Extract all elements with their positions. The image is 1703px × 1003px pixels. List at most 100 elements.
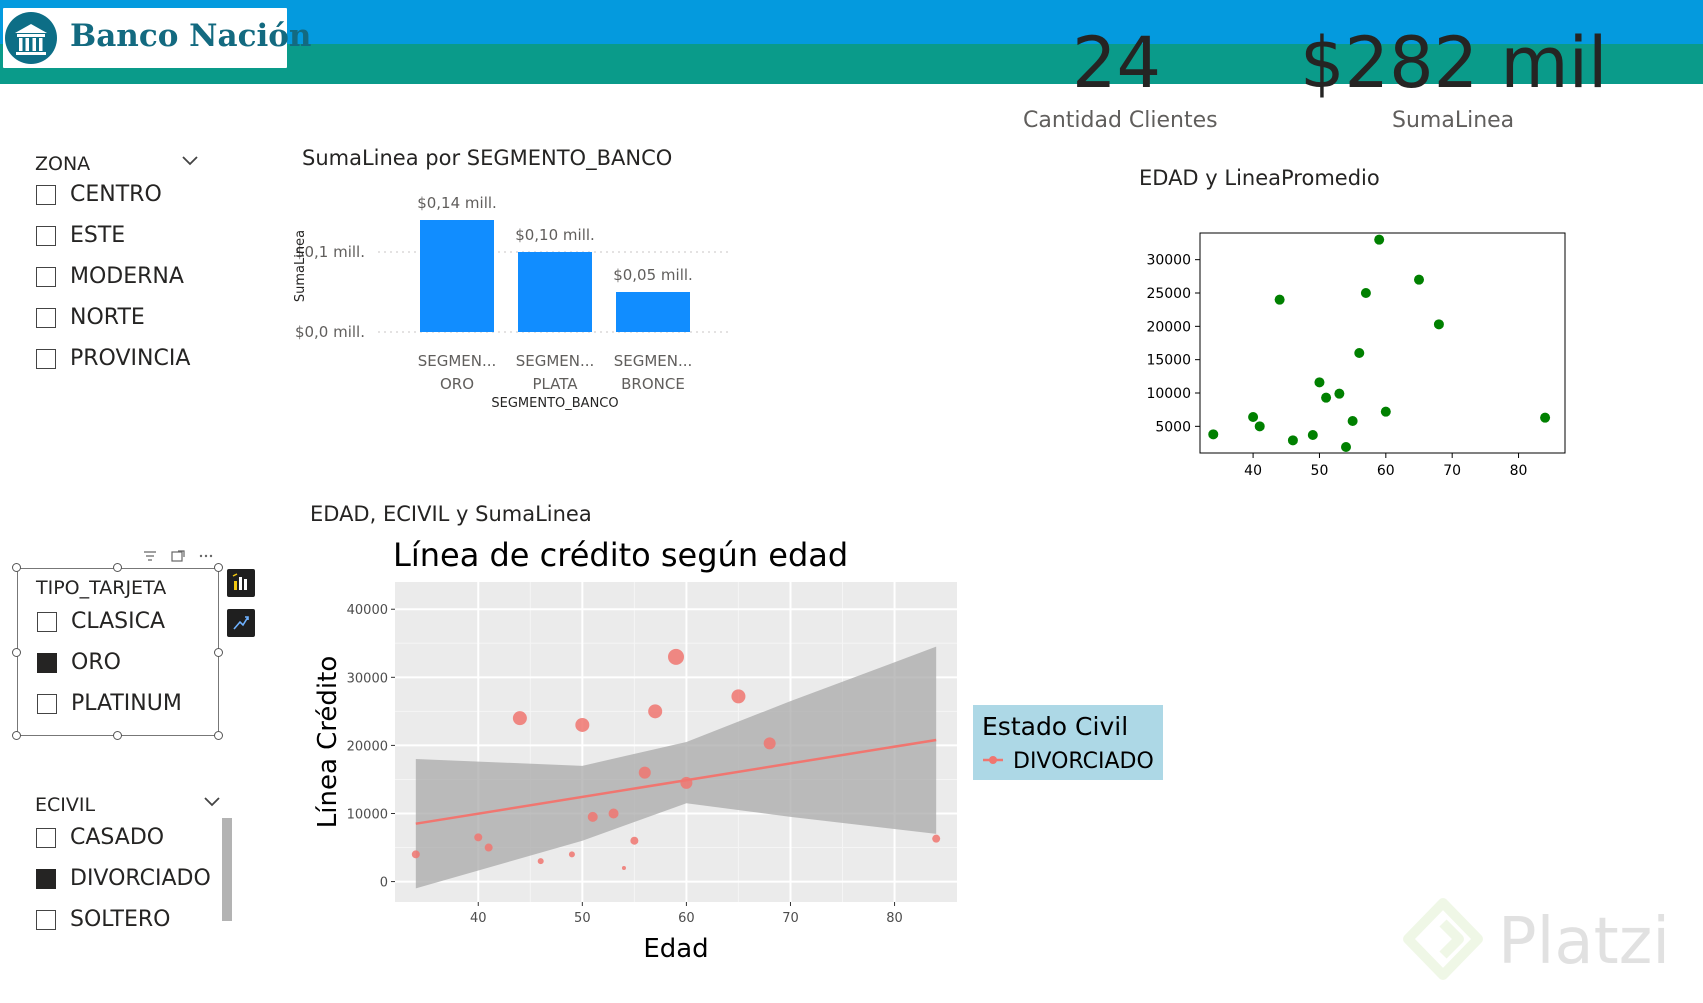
x-tick-label: 50 [1311,463,1329,479]
chevron-down-icon[interactable] [203,795,221,807]
ggplot-chart[interactable]: Línea de crédito según edad 40 50 60 70 80 0 10… [310,530,1170,960]
resize-handle[interactable] [12,563,21,572]
resize-handle[interactable] [12,648,21,657]
y-tick-label: 30000 [347,671,388,686]
x-tick-label: 70 [1443,463,1461,479]
y-axis-label: SumaLinea [293,230,308,302]
slicer-option-label: NORTE [70,305,145,330]
x-tick-label: 70 [782,911,799,926]
scatter-point [1540,412,1551,423]
scatter-point [1334,388,1345,399]
scatter-chart[interactable]: 40 50 60 70 80 5000 10000 15000 20000 25000 30000 [1130,220,1570,490]
bar [420,220,494,332]
y-tick-label: 15000 [1146,353,1191,369]
checkbox[interactable] [37,612,57,632]
scatter-point [680,776,693,789]
legend-box [973,705,1163,780]
y-tick-label: 25000 [1146,286,1191,302]
scatter-point [621,865,626,870]
x-tick-label: 50 [574,911,591,926]
slicer-option-label: ESTE [70,223,126,248]
watermark-text: Platzi [1498,905,1671,979]
checkbox[interactable] [36,185,56,205]
y-tick-label: 20000 [1146,319,1191,335]
brand-name: Banco Nación [70,18,312,54]
slicer-option-label: DIVORCIADO [70,866,211,891]
platzi-logo-icon [1403,898,1483,980]
scatter-point [575,717,590,732]
x-tick-label: SEGMEN... [418,352,497,370]
checkbox[interactable] [36,226,56,246]
scatter-point [1208,429,1219,440]
focus-mode-icon[interactable] [170,549,186,563]
scatter-point [648,704,663,719]
checkbox[interactable] [37,694,57,714]
checkbox-checked[interactable] [37,653,57,673]
y-tick-label: 0 [380,876,388,891]
zona-slicer-title: ZONA [35,153,91,175]
resize-handle[interactable] [214,731,223,740]
zona-slicer[interactable]: ZONA CENTRO ESTE MODERNA NORTE PROVINCIA [33,148,213,378]
bar-chart[interactable]: $0,0 mill. $0,1 mill.SumaLinea $0,14 mill.… [290,180,770,420]
slicer-option-label: CLASICA [71,609,166,634]
scrollbar[interactable] [222,818,232,921]
scatter-point [484,843,493,852]
x-tick-label: SEGMEN... [614,352,693,370]
checkbox[interactable] [36,828,56,848]
slicer-option-label: SOLTERO [70,907,171,932]
scatter-point [1307,430,1318,440]
kpi-sumalinea-value: $282 mil [1300,22,1608,104]
chart-format-icon[interactable] [227,569,255,597]
kpi-sumalinea-label: SumaLinea [1392,108,1515,133]
tipo-tarjeta-slicer[interactable]: TIPO_TARJETA CLASICA ORO PLATINUM [17,568,219,736]
x-tick-label: PLATA [532,375,578,393]
x-tick-label: SEGMEN... [516,352,595,370]
scatter-point [411,850,420,859]
filter-icon[interactable] [142,549,158,563]
y-tick-label: 5000 [1155,419,1191,435]
y-tick-label: $0,1 mill. [295,243,365,261]
scatter-point [1248,412,1259,422]
trend-line [415,738,937,825]
legend-title: Estado Civil [982,712,1128,741]
y-tick-label: 20000 [347,739,388,754]
resize-handle[interactable] [214,563,223,572]
checkbox[interactable] [36,349,56,369]
checkbox[interactable] [36,910,56,930]
platzi-watermark: Platzi [1400,895,1690,995]
scatter-point [537,858,544,865]
scatter-point [512,711,527,726]
y-tick-label: 40000 [347,603,388,618]
analytics-icon[interactable] [227,609,255,637]
plot-frame [1199,232,1566,454]
x-tick-label: 40 [470,911,487,926]
resize-handle[interactable] [113,563,122,572]
checkbox-checked[interactable] [36,869,56,889]
more-options-icon[interactable] [198,549,214,563]
scatter-point [1254,421,1265,432]
x-tick-label: 60 [678,911,695,926]
bar-chart-title: SumaLinea por SEGMENTO_BANCO [302,146,673,170]
ggplot-visual-title: EDAD, ECIVIL y SumaLinea [310,502,592,526]
x-tick-label: 40 [1244,463,1262,479]
scatter-point [668,648,684,665]
bank-logo-icon [5,12,57,64]
scatter-point [1433,319,1444,330]
y-tick-label: $0,0 mill. [295,323,365,341]
resize-handle[interactable] [113,731,122,740]
checkbox[interactable] [36,267,56,287]
scatter-point [1347,416,1358,426]
scatter-point [638,766,651,779]
x-tick-label: 60 [1377,463,1395,479]
slicer-option-label: PLATINUM [71,691,182,716]
resize-handle[interactable] [12,731,21,740]
chart-title: Línea de crédito según edad [393,536,848,574]
chevron-down-icon[interactable] [181,154,199,166]
ecivil-slicer-title: ECIVIL [35,794,96,816]
checkbox[interactable] [36,308,56,328]
scatter-chart-title: EDAD y LineaPromedio [1139,166,1380,190]
ecivil-slicer[interactable]: ECIVIL CASADO DIVORCIADO SOLTERO [33,790,233,940]
slicer-option-label: MODERNA [70,264,184,289]
resize-handle[interactable] [214,648,223,657]
scatter-point [731,689,746,704]
